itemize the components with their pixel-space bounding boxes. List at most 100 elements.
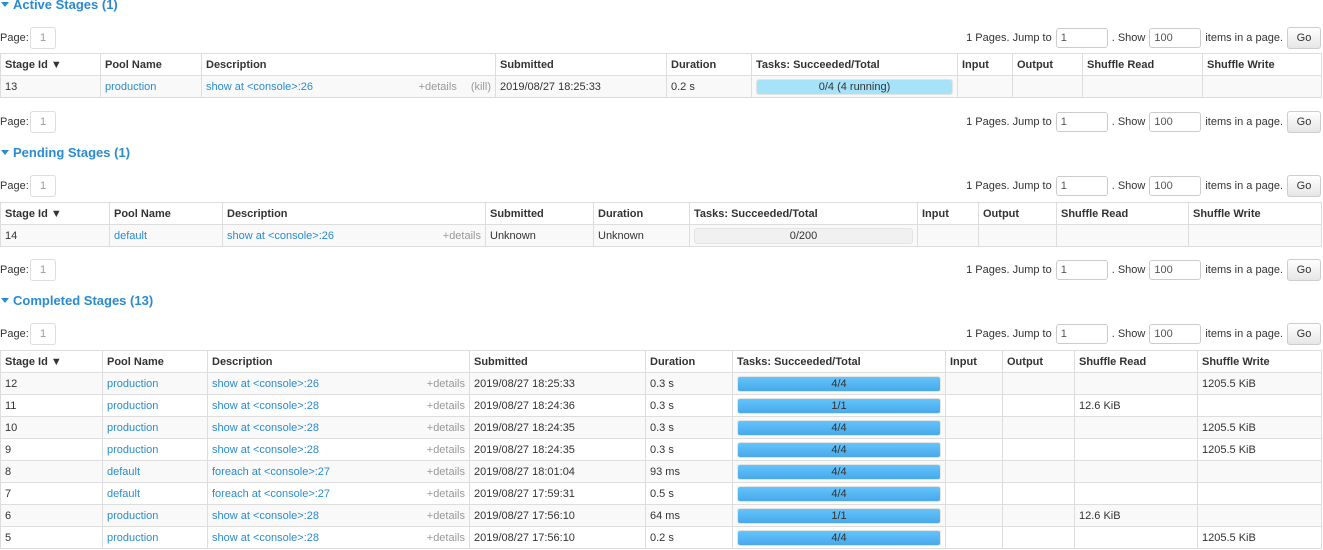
table-row: 12 production +details show at <console>:26… [0, 372, 1322, 395]
go-button[interactable]: Go [1287, 323, 1321, 345]
column-header[interactable]: Tasks: Succeeded/Total [751, 53, 958, 76]
jump-to-page-input[interactable] [1055, 28, 1108, 48]
page-1-button[interactable]: 1 [30, 111, 56, 133]
details-toggle[interactable]: +details [426, 421, 465, 434]
pool-link[interactable]: production [107, 377, 159, 390]
column-header[interactable]: Description [201, 53, 496, 76]
items-per-page-input[interactable] [1149, 28, 1202, 48]
go-button[interactable]: Go [1287, 27, 1321, 49]
go-button[interactable]: Go [1287, 259, 1321, 281]
pool-link[interactable]: production [107, 531, 159, 544]
column-header[interactable]: Pool Name [109, 202, 223, 225]
section-toggle-1[interactable]: Pending Stages (1) [0, 145, 130, 160]
pool-link[interactable]: default [107, 487, 141, 500]
column-header[interactable]: Output [978, 202, 1057, 225]
pool-link[interactable]: default [107, 465, 141, 478]
column-header[interactable]: Submitted [485, 202, 594, 225]
column-header[interactable]: Pool Name [102, 350, 208, 373]
column-header[interactable]: Shuffle Write [1202, 53, 1322, 76]
pool-link[interactable]: production [107, 421, 159, 434]
details-toggle[interactable]: +details [418, 80, 457, 93]
go-button[interactable]: Go [1287, 111, 1321, 133]
page-1-button[interactable]: 1 [30, 323, 56, 345]
kill-link[interactable]: (kill) [470, 80, 491, 93]
pool-link[interactable]: default [114, 229, 148, 242]
column-header[interactable]: Duration [666, 53, 752, 76]
description-link[interactable]: foreach at <console>:27 [212, 465, 331, 478]
column-header[interactable]: Output [1012, 53, 1083, 76]
column-header[interactable]: Input [917, 202, 979, 225]
column-header[interactable]: Duration [645, 350, 733, 373]
show-text: . Show [1111, 116, 1146, 128]
details-toggle[interactable]: +details [426, 443, 465, 456]
description-link[interactable]: show at <console>:26 [212, 377, 320, 390]
items-per-page-input[interactable] [1149, 112, 1202, 132]
column-header[interactable]: Input [957, 53, 1013, 76]
column-header[interactable]: Stage Id ▼ [0, 53, 101, 76]
tasks-cell: 1/1 [732, 504, 946, 527]
column-header[interactable]: Shuffle Read [1056, 202, 1189, 225]
details-toggle[interactable]: +details [426, 531, 465, 544]
column-header[interactable]: Description [207, 350, 470, 373]
details-toggle[interactable]: +details [426, 487, 465, 500]
pool-link[interactable]: production [105, 80, 157, 93]
show-text: . Show [1111, 32, 1146, 44]
column-header[interactable]: Submitted [469, 350, 646, 373]
pool-link[interactable]: production [107, 443, 159, 456]
column-header[interactable]: Description [222, 202, 486, 225]
column-header[interactable]: Tasks: Succeeded/Total [689, 202, 918, 225]
shuffle-read-cell [1074, 372, 1198, 395]
items-per-page-input[interactable] [1149, 260, 1202, 280]
jump-to-page-input[interactable] [1055, 260, 1108, 280]
description-link[interactable]: show at <console>:28 [212, 509, 320, 522]
details-toggle[interactable]: +details [426, 399, 465, 412]
column-header[interactable]: Submitted [495, 53, 667, 76]
description-link[interactable]: show at <console>:28 [212, 443, 320, 456]
page-label: Page: [0, 32, 29, 44]
pages-text: 1 Pages. Jump to [966, 328, 1052, 340]
page-1-button[interactable]: 1 [30, 27, 56, 49]
page-1-button[interactable]: 1 [30, 259, 56, 281]
description-link[interactable]: foreach at <console>:27 [212, 487, 331, 500]
description-link[interactable]: show at <console>:26 [206, 80, 314, 93]
id-cell: 6 [0, 504, 103, 527]
description-link[interactable]: show at <console>:28 [212, 531, 320, 544]
id-cell: 11 [0, 394, 103, 417]
column-header[interactable]: Output [1002, 350, 1075, 373]
column-header[interactable]: Duration [593, 202, 690, 225]
progress-fill [738, 464, 940, 479]
shuffle-read-cell [1056, 224, 1189, 247]
description-link[interactable]: show at <console>:26 [227, 229, 335, 242]
section-toggle-0[interactable]: Active Stages (1) [0, 0, 118, 12]
table-header-row: Stage Id ▼ Pool Name Description Submitted D… [0, 350, 1322, 373]
go-button[interactable]: Go [1287, 175, 1321, 197]
column-header[interactable]: Pool Name [100, 53, 202, 76]
description-link[interactable]: show at <console>:28 [212, 399, 320, 412]
jump-to-page-input[interactable] [1055, 324, 1108, 344]
jump-to-page-input[interactable] [1055, 176, 1108, 196]
page-1-button[interactable]: 1 [30, 175, 56, 197]
details-toggle[interactable]: +details [426, 465, 465, 478]
column-header[interactable]: Stage Id ▼ [0, 350, 103, 373]
column-header[interactable]: Shuffle Write [1188, 202, 1322, 225]
column-header[interactable]: Tasks: Succeeded/Total [732, 350, 946, 373]
items-per-page-input[interactable] [1149, 324, 1202, 344]
details-toggle[interactable]: +details [442, 229, 481, 242]
column-header[interactable]: Shuffle Read [1074, 350, 1198, 373]
column-header[interactable]: Shuffle Write [1197, 350, 1322, 373]
description-cell: +details show at <console>:26 [207, 372, 470, 395]
page-label: Page: [0, 180, 29, 192]
column-header[interactable]: Input [945, 350, 1003, 373]
section-toggle-2[interactable]: Completed Stages (13) [0, 293, 153, 308]
details-toggle[interactable]: +details [426, 509, 465, 522]
column-header[interactable]: Stage Id ▼ [0, 202, 110, 225]
jump-to-page-input[interactable] [1055, 112, 1108, 132]
pool-link[interactable]: production [107, 399, 159, 412]
column-header[interactable]: Shuffle Read [1082, 53, 1203, 76]
details-toggle[interactable]: +details [426, 377, 465, 390]
shuffle-write-cell: 1205.5 KiB [1197, 372, 1322, 395]
pool-link[interactable]: production [107, 509, 159, 522]
description-link[interactable]: show at <console>:28 [212, 421, 320, 434]
output-cell [1002, 416, 1075, 439]
items-per-page-input[interactable] [1149, 176, 1202, 196]
